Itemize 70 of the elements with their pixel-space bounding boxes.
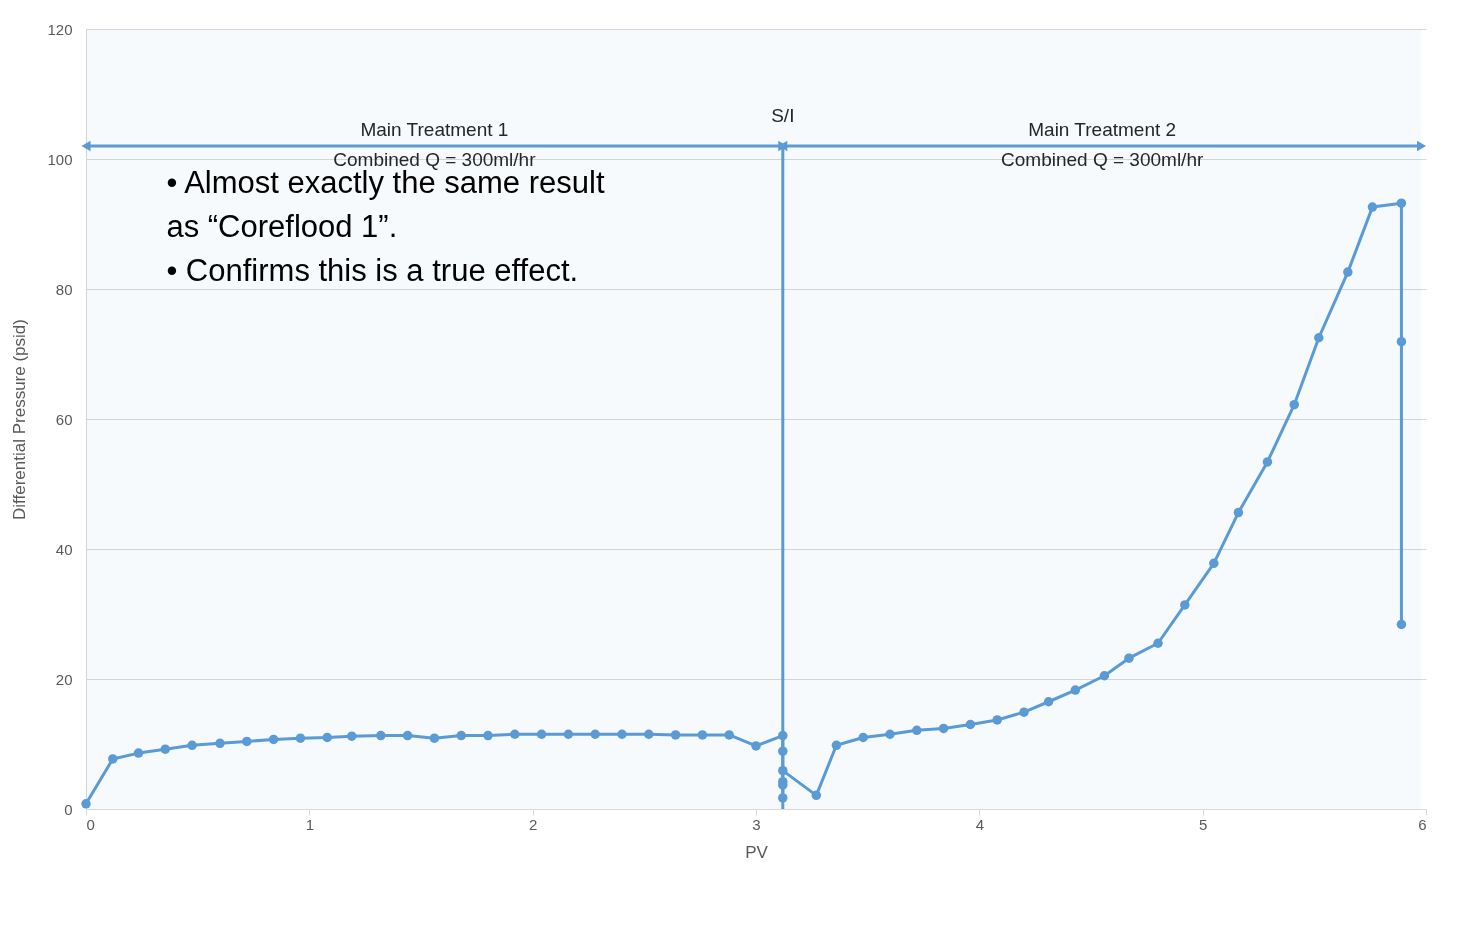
y-tick-label: 80 — [55, 280, 73, 298]
y-tick-label: 100 — [47, 150, 73, 168]
point — [1367, 202, 1378, 212]
point — [644, 729, 654, 739]
y-axis-title: Differential Pressure (psid) — [10, 319, 30, 520]
x-tick-label: 0 — [86, 815, 95, 833]
point — [160, 744, 171, 754]
point — [1289, 399, 1299, 410]
x-axis-title: PV — [745, 842, 769, 862]
point — [811, 790, 822, 801]
point — [1396, 336, 1407, 347]
point — [456, 730, 466, 741]
point — [108, 754, 118, 764]
x-tick-label: 6 — [1418, 815, 1427, 833]
y-tick-label: 20 — [55, 670, 73, 688]
x-tick-label: 4 — [975, 815, 985, 833]
point — [81, 799, 91, 809]
point — [885, 729, 895, 739]
point — [1043, 697, 1054, 707]
point — [429, 733, 440, 743]
point — [1099, 671, 1110, 681]
y-tick-label: 60 — [55, 410, 73, 428]
point — [347, 731, 357, 741]
point — [1396, 198, 1407, 208]
point — [1180, 600, 1190, 610]
point — [1209, 558, 1219, 569]
point — [1233, 507, 1244, 518]
y-tick-label: 120 — [47, 20, 73, 38]
point — [1343, 267, 1353, 277]
point — [1396, 619, 1407, 630]
ref-line-label: S/I — [771, 105, 795, 126]
point — [938, 723, 949, 734]
point — [376, 730, 386, 741]
y-tick-label: 40 — [55, 540, 73, 558]
point — [483, 730, 493, 741]
point — [133, 748, 144, 758]
point — [510, 729, 520, 739]
x-tick-label: 2 — [528, 815, 538, 833]
point — [992, 715, 1002, 725]
point — [1070, 685, 1081, 695]
point — [670, 730, 681, 740]
point — [242, 736, 252, 747]
point — [1124, 653, 1134, 663]
point — [1153, 638, 1163, 648]
x-tick-label: 3 — [752, 815, 761, 833]
point — [295, 733, 306, 743]
point — [965, 719, 976, 730]
point — [402, 730, 413, 741]
point — [617, 729, 627, 739]
point — [590, 729, 600, 739]
point — [268, 734, 279, 745]
point — [1262, 457, 1273, 467]
point — [912, 725, 922, 736]
point — [724, 730, 734, 740]
point — [751, 741, 761, 751]
annotation: • Confirms this is a true effect. — [166, 253, 579, 289]
point — [858, 732, 868, 743]
point — [215, 738, 225, 749]
point — [831, 740, 842, 751]
point — [563, 729, 574, 739]
point — [1019, 707, 1029, 717]
point — [536, 729, 547, 739]
point — [1314, 333, 1324, 343]
point — [187, 740, 197, 751]
band-label: Main Treatment 2 Combined Q = 300ml/hr — [1001, 119, 1204, 170]
point — [322, 732, 332, 743]
x-tick-label: 5 — [1198, 815, 1208, 833]
y-tick-label: 0 — [64, 800, 73, 818]
point — [697, 730, 708, 740]
x-tick-label: 1 — [305, 815, 315, 833]
